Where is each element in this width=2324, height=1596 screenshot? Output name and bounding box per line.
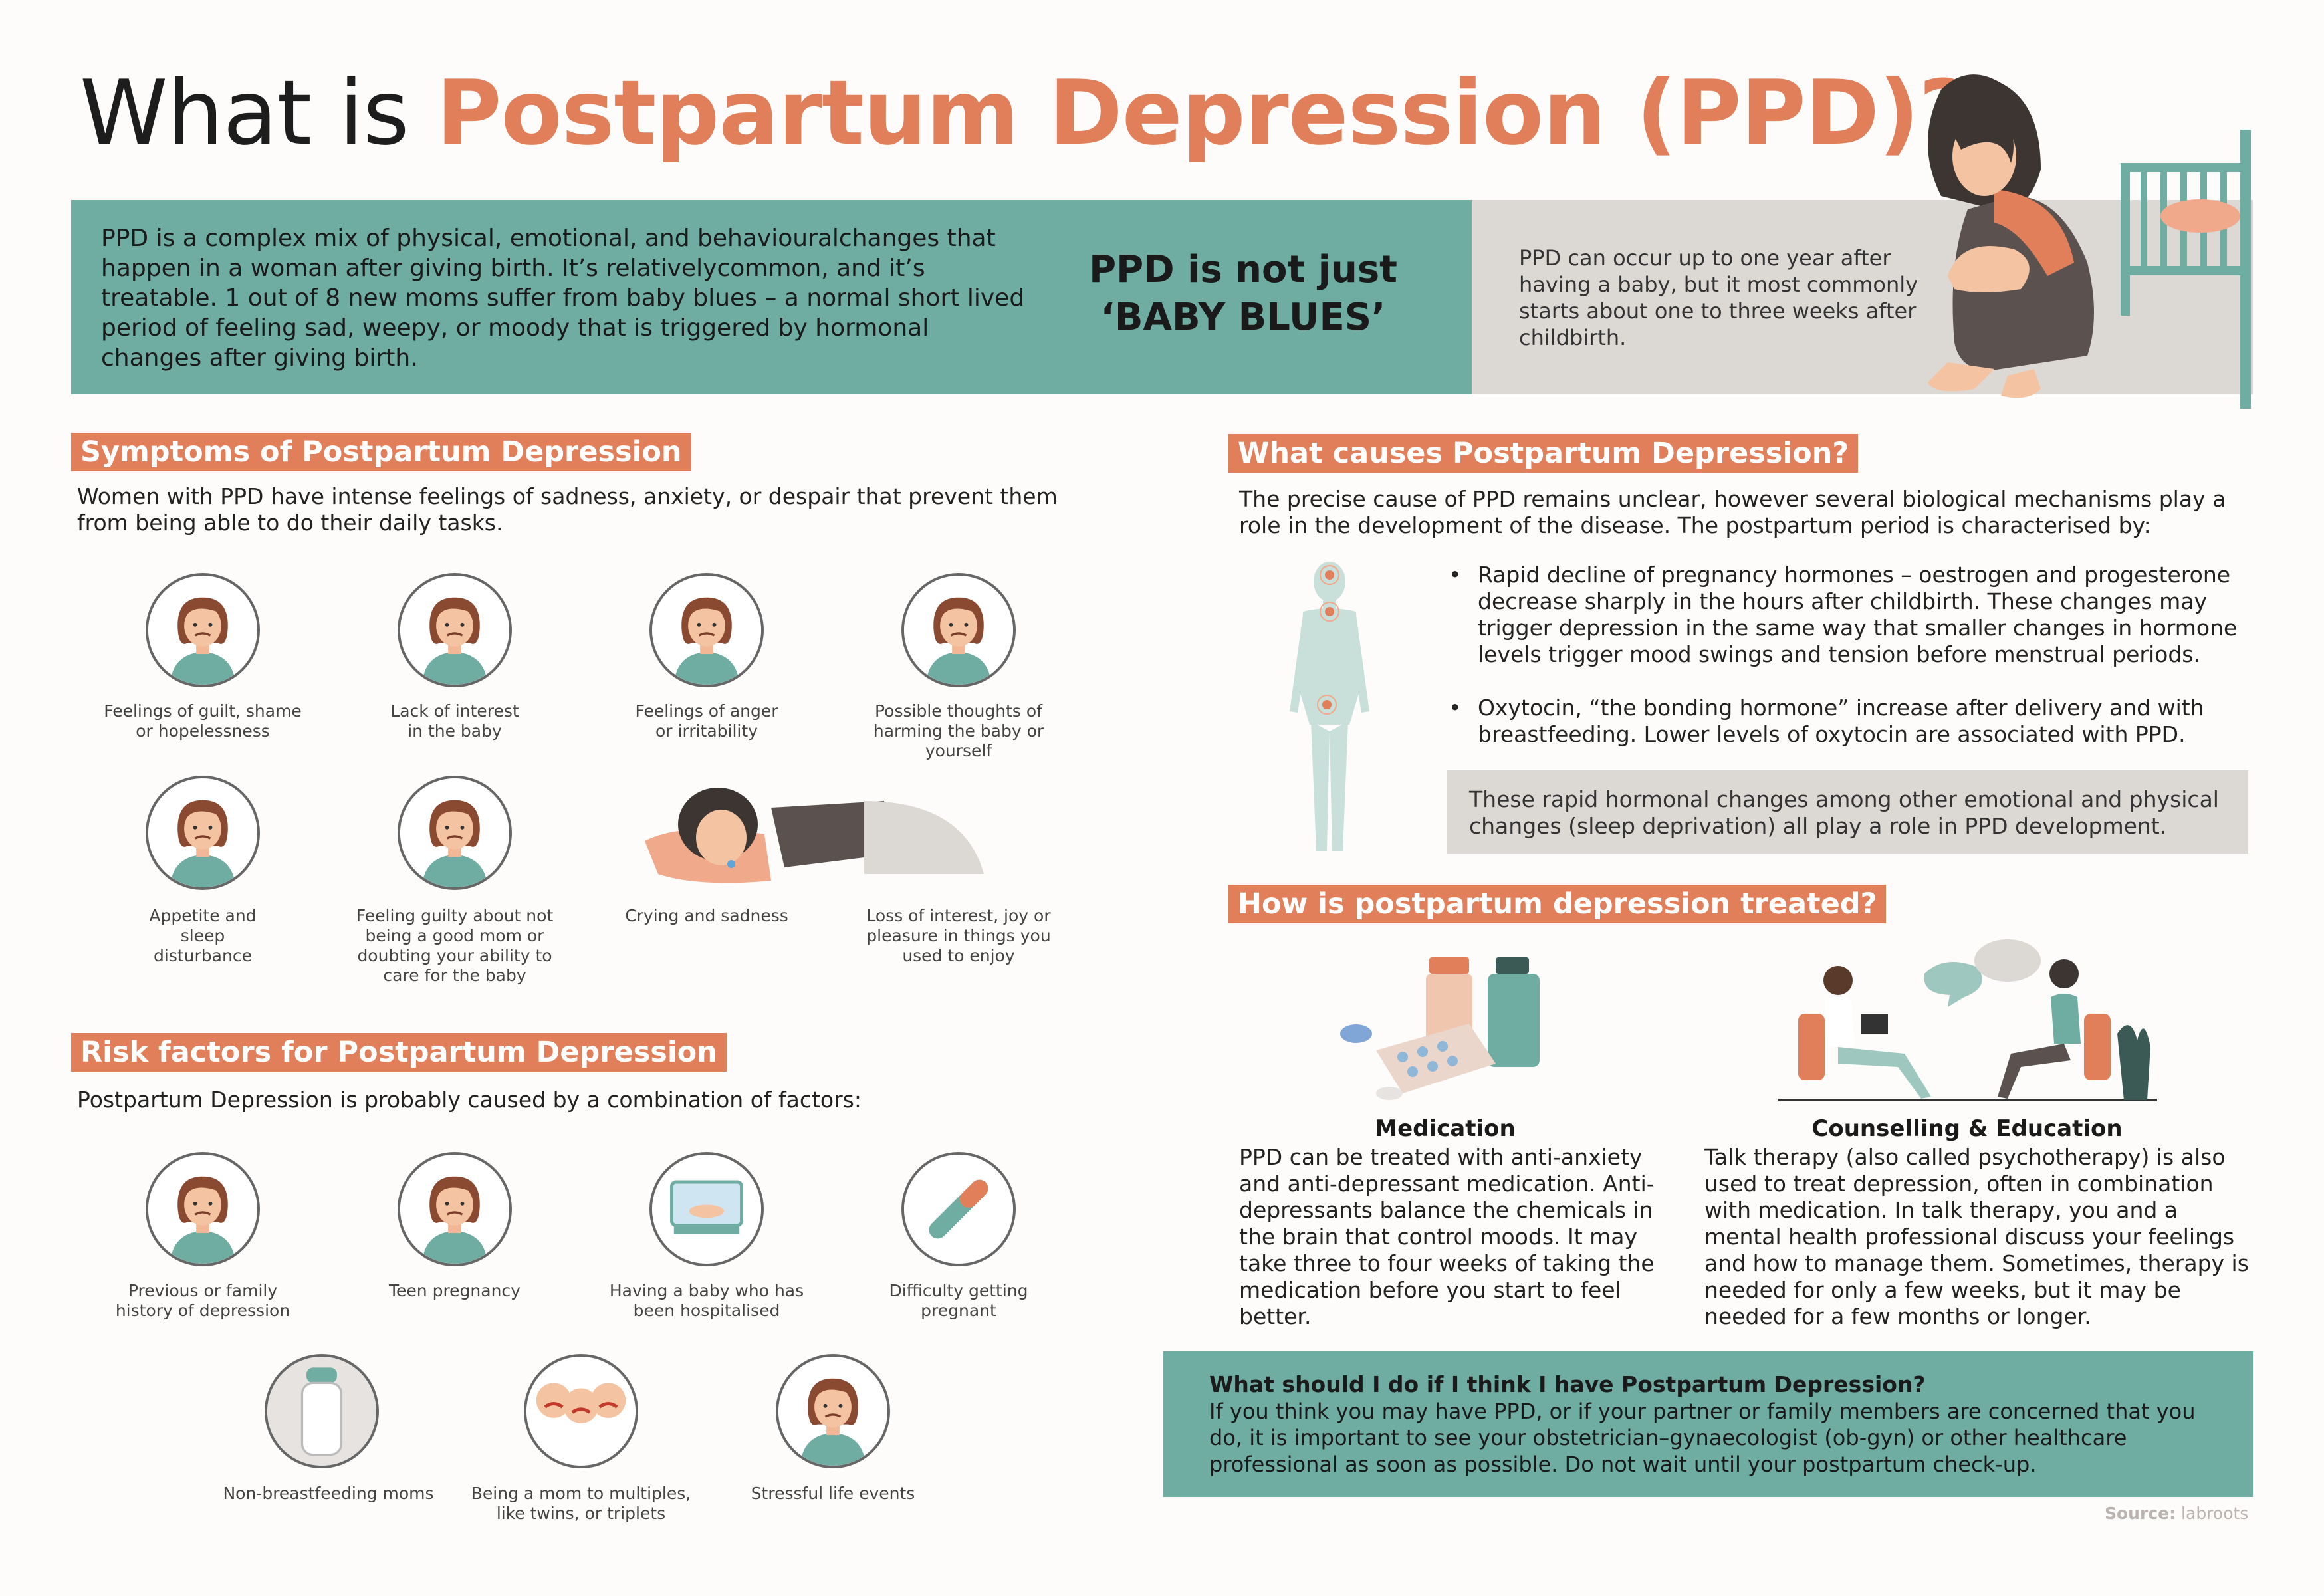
symptom-label: Appetite and sleep disturbance — [149, 906, 257, 965]
crying-woman-icon — [645, 788, 984, 883]
what-to-do-box: What should I do if I think I have Postp… — [1163, 1351, 2253, 1497]
what-to-do-answer: If you think you may have PPD, or if you… — [1209, 1399, 2196, 1477]
risk-label: Teen pregnancy — [389, 1281, 521, 1300]
symptom-label: Feelings of guilt, shame or hopelessness — [104, 701, 302, 741]
risk-label: Difficulty getting pregnant — [889, 1281, 1028, 1320]
stress-calendar-icon — [776, 1354, 890, 1468]
harm-thoughts-icon — [901, 573, 1016, 687]
doubt-mom-icon — [398, 776, 512, 890]
symptom-label: Feeling guilty about not being a good mo… — [356, 906, 554, 985]
risk-label: Being a mom to multiples, like twins, or… — [471, 1484, 691, 1523]
loss-interest-icon — [901, 776, 1016, 890]
risk-factors-heading: Risk factors for Postpartum Depression — [71, 1033, 727, 1072]
medication-title: Medication — [1375, 1115, 1516, 1142]
callout-line-1: PPD is not just — [1089, 248, 1397, 291]
sad-woman-crib-illustration — [1928, 74, 2251, 409]
risk-label: Previous or family history of depression — [115, 1281, 290, 1320]
treatment-heading: How is postpartum depression treated? — [1228, 885, 1887, 923]
cause-bullet: Oxytocin, “the bonding hormone” increase… — [1449, 695, 2256, 748]
counselling-session-icon — [1778, 939, 2157, 1101]
causes-bullet-list: Rapid decline of pregnancy hormones – oe… — [1449, 562, 2256, 774]
causes-note: These rapid hormonal changes among other… — [1447, 770, 2248, 854]
risk-label: Non-breastfeeding moms — [223, 1484, 434, 1503]
symptoms-heading: Symptoms of Postpartum Depression — [71, 433, 691, 471]
onset-text: PPD can occur up to one year after havin… — [1519, 245, 1918, 350]
symptom-label: Loss of interest, joy or pleasure in thi… — [866, 906, 1051, 965]
intro-text: PPD is a complex mix of physical, emotio… — [101, 225, 1025, 372]
risk-label: Stressful life events — [751, 1484, 915, 1503]
symptom-label: Feelings of anger or irritability — [635, 701, 778, 741]
page-title: What is Postpartum Depression (PPD)? — [80, 61, 1970, 165]
causes-heading: What causes Postpartum Depression? — [1228, 434, 1859, 473]
sleep-appetite-icon — [146, 776, 260, 890]
incubator-icon — [649, 1152, 764, 1266]
symptom-label: Possible thoughts of harming the baby or… — [873, 701, 1044, 760]
risk-factors-intro: Postpartum Depression is probably caused… — [77, 1087, 862, 1113]
source-value: labroots — [2181, 1504, 2249, 1523]
depressed-woman-icon — [146, 1152, 260, 1266]
title-highlight: Postpartum Depression (PPD)? — [436, 61, 1970, 165]
medication-text: PPD can be treated with anti-anxiety and… — [1239, 1144, 1655, 1329]
pregnancy-test-icon — [901, 1152, 1016, 1266]
what-to-do-question: What should I do if I think I have Postp… — [1209, 1371, 1926, 1397]
cause-bullet: Rapid decline of pregnancy hormones – oe… — [1449, 562, 2256, 668]
anger-icon — [649, 573, 764, 687]
teen-mom-icon — [398, 1152, 512, 1266]
causes-intro: The precise cause of PPD remains unclear… — [1239, 486, 2226, 538]
disinterest-baby-icon — [398, 573, 512, 687]
symptoms-intro: Women with PPD have intense feelings of … — [77, 483, 1058, 536]
baby-bottle-icon — [265, 1354, 379, 1468]
counselling-title: Counselling & Education — [1811, 1115, 2123, 1142]
intro-band — [71, 200, 1472, 394]
guilt-icon — [146, 573, 260, 687]
source-credit: Source: labroots — [2105, 1504, 2248, 1523]
title-prefix: What is — [80, 61, 437, 165]
callout-line-2: ‘BABY BLUES’ — [1100, 296, 1386, 339]
counselling-text: Talk therapy (also called psychotherapy)… — [1704, 1144, 2249, 1329]
baby-blues-callout: PPD is not just ‘BABY BLUES’ — [1037, 246, 1449, 342]
symptom-label: Lack of interest in the baby — [390, 701, 519, 741]
risk-label: Having a baby who has been hospitalised — [609, 1281, 804, 1320]
triplets-icon — [524, 1354, 638, 1468]
symptom-label: Crying and sadness — [625, 906, 788, 925]
source-label: Source: — [2105, 1504, 2176, 1523]
medication-pills-icon — [1340, 957, 1540, 1100]
body-hormones-icon — [1290, 562, 1369, 851]
